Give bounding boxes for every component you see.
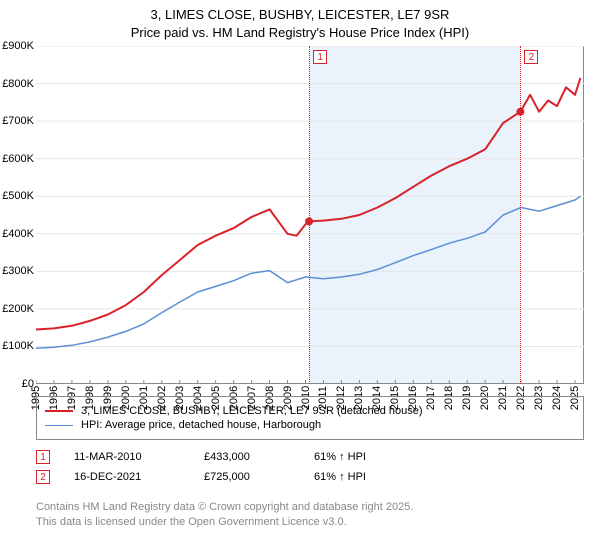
event-vline [520,46,521,384]
marker-row: 2 16-DEC-2021£725,00061% ↑ HPI [36,470,424,484]
y-tick-label: £800K [0,78,34,90]
marker-hpi: 61% ↑ HPI [314,471,424,483]
marker-badge: 1 [36,450,50,464]
y-tick-label: £200K [0,303,34,315]
footer: Contains HM Land Registry data © Crown c… [36,500,413,530]
marker-date: 16-DEC-2021 [74,471,204,483]
marker-badge: 2 [36,470,50,484]
footer-line2: This data is licensed under the Open Gov… [36,515,413,530]
chart-container: 3, LIMES CLOSE, BUSHBY, LEICESTER, LE7 9… [0,0,600,560]
marker-hpi: 61% ↑ HPI [314,451,424,463]
y-tick-label: £900K [0,40,34,52]
event-badge: 2 [524,50,538,64]
legend-row: 3, LIMES CLOSE, BUSHBY, LEICESTER, LE7 9… [45,405,575,417]
y-tick-label: £700K [0,115,34,127]
footer-line1: Contains HM Land Registry data © Crown c… [36,500,413,515]
marker-date: 11-MAR-2010 [74,451,204,463]
event-vline [309,46,310,384]
legend-swatch [45,410,73,412]
y-tick-label: £0 [0,378,34,390]
y-tick-label: £300K [0,265,34,277]
legend-label: 3, LIMES CLOSE, BUSHBY, LEICESTER, LE7 9… [81,405,423,417]
title-line2: Price paid vs. HM Land Registry's House … [0,24,600,42]
marker-price: £725,000 [204,471,314,483]
title-line1: 3, LIMES CLOSE, BUSHBY, LEICESTER, LE7 9… [0,6,600,24]
marker-price: £433,000 [204,451,314,463]
marker-row: 1 11-MAR-2010£433,00061% ↑ HPI [36,450,424,464]
legend-label: HPI: Average price, detached house, Harb… [81,419,321,431]
title-block: 3, LIMES CLOSE, BUSHBY, LEICESTER, LE7 9… [0,0,600,41]
legend-row: HPI: Average price, detached house, Harb… [45,419,575,431]
y-tick-label: £500K [0,190,34,202]
y-tick-label: £400K [0,228,34,240]
y-tick-label: £600K [0,153,34,165]
legend-swatch [45,425,73,426]
chart-plot-area: £0£100K£200K£300K£400K£500K£600K£700K£80… [36,46,584,384]
y-tick-label: £100K [0,340,34,352]
legend: 3, LIMES CLOSE, BUSHBY, LEICESTER, LE7 9… [36,396,584,440]
event-badge: 1 [313,50,327,64]
marker-table: 1 11-MAR-2010£433,00061% ↑ HPI 2 16-DEC-202… [36,444,424,490]
